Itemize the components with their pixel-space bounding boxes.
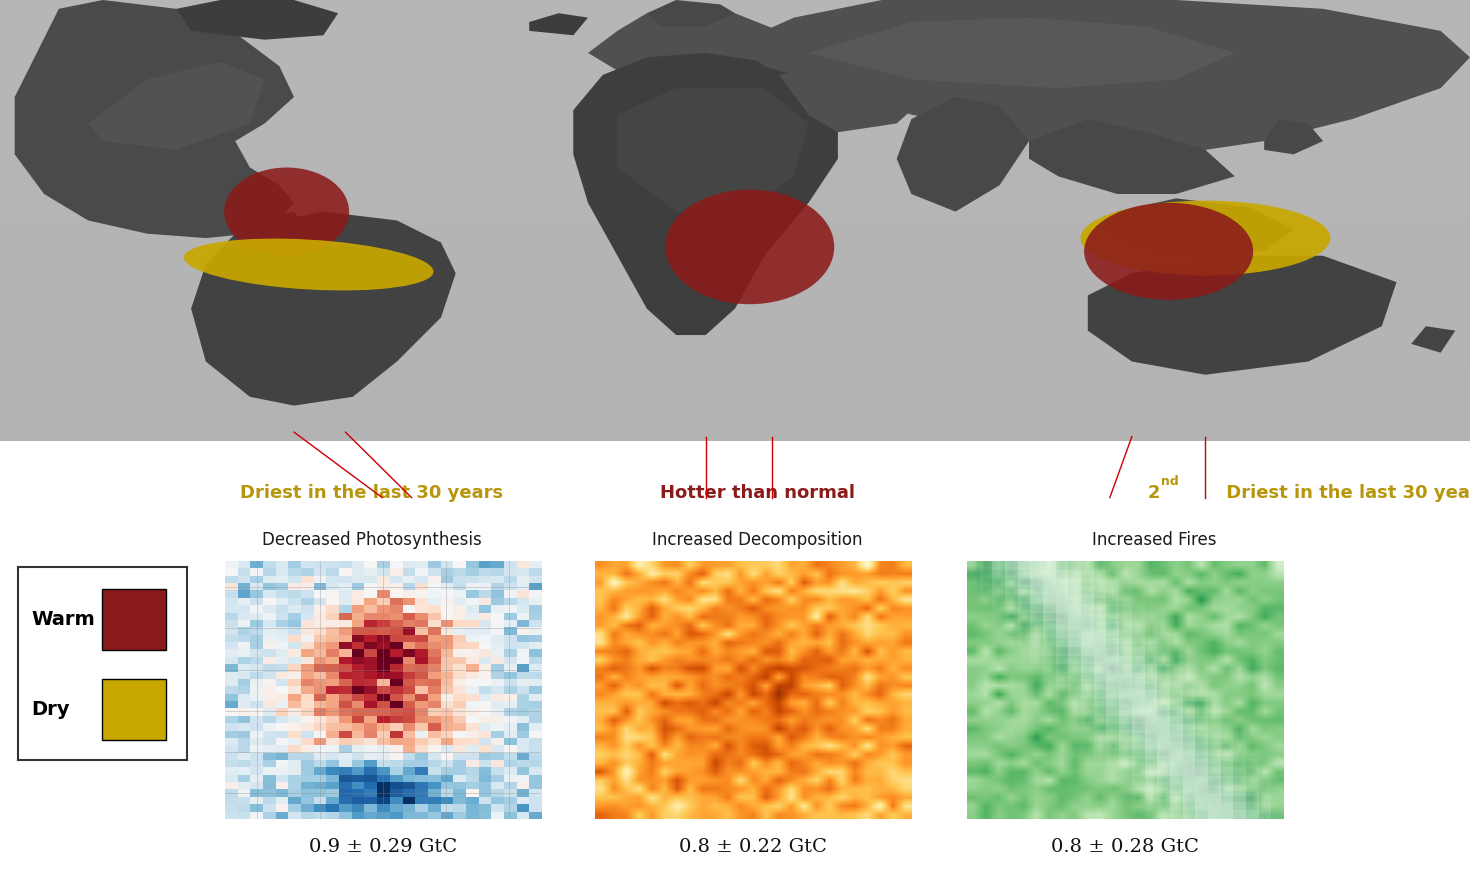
- Bar: [0, 73, 1470, 147]
- Polygon shape: [1029, 119, 1235, 194]
- Polygon shape: [88, 62, 265, 150]
- Text: Increased Decomposition: Increased Decomposition: [651, 532, 863, 549]
- Polygon shape: [1102, 198, 1294, 256]
- Text: Driest in the last 30 years: Driest in the last 30 years: [1220, 484, 1470, 502]
- FancyBboxPatch shape: [103, 679, 166, 740]
- Polygon shape: [647, 0, 735, 26]
- Text: 0.8 ± 0.28 GtC: 0.8 ± 0.28 GtC: [1051, 838, 1200, 856]
- Bar: [0, 294, 1470, 368]
- Text: Hotter than normal: Hotter than normal: [660, 484, 854, 502]
- Ellipse shape: [184, 238, 434, 291]
- Ellipse shape: [225, 168, 350, 256]
- Text: Increased Fires: Increased Fires: [1092, 532, 1216, 549]
- Polygon shape: [588, 9, 794, 88]
- Bar: [0, 0, 1470, 73]
- Polygon shape: [897, 97, 1029, 211]
- Polygon shape: [191, 211, 456, 406]
- Polygon shape: [779, 62, 926, 132]
- Bar: [0, 221, 1470, 294]
- Polygon shape: [176, 0, 338, 39]
- Text: nd: nd: [1161, 476, 1179, 488]
- Text: 0.9 ± 0.29 GtC: 0.9 ± 0.29 GtC: [309, 838, 457, 856]
- Bar: [0, 147, 1470, 220]
- Text: Dry: Dry: [31, 700, 69, 719]
- Polygon shape: [15, 0, 294, 238]
- Ellipse shape: [664, 189, 835, 304]
- Ellipse shape: [1080, 201, 1330, 276]
- Polygon shape: [809, 17, 1235, 88]
- Polygon shape: [529, 13, 588, 35]
- Polygon shape: [735, 0, 1470, 155]
- Text: Driest in the last 30 years: Driest in the last 30 years: [241, 484, 503, 502]
- Text: 2: 2: [1148, 484, 1160, 502]
- Ellipse shape: [1083, 203, 1252, 299]
- Polygon shape: [573, 53, 838, 335]
- Text: Warm: Warm: [31, 610, 96, 629]
- Polygon shape: [1088, 256, 1396, 375]
- Text: 0.8 ± 0.22 GtC: 0.8 ± 0.22 GtC: [679, 838, 828, 856]
- FancyBboxPatch shape: [103, 588, 166, 650]
- Text: Decreased Photosynthesis: Decreased Photosynthesis: [262, 532, 482, 549]
- Polygon shape: [617, 88, 808, 220]
- Polygon shape: [1411, 327, 1455, 353]
- Bar: [0, 368, 1470, 441]
- Polygon shape: [235, 211, 309, 247]
- Polygon shape: [1264, 119, 1323, 155]
